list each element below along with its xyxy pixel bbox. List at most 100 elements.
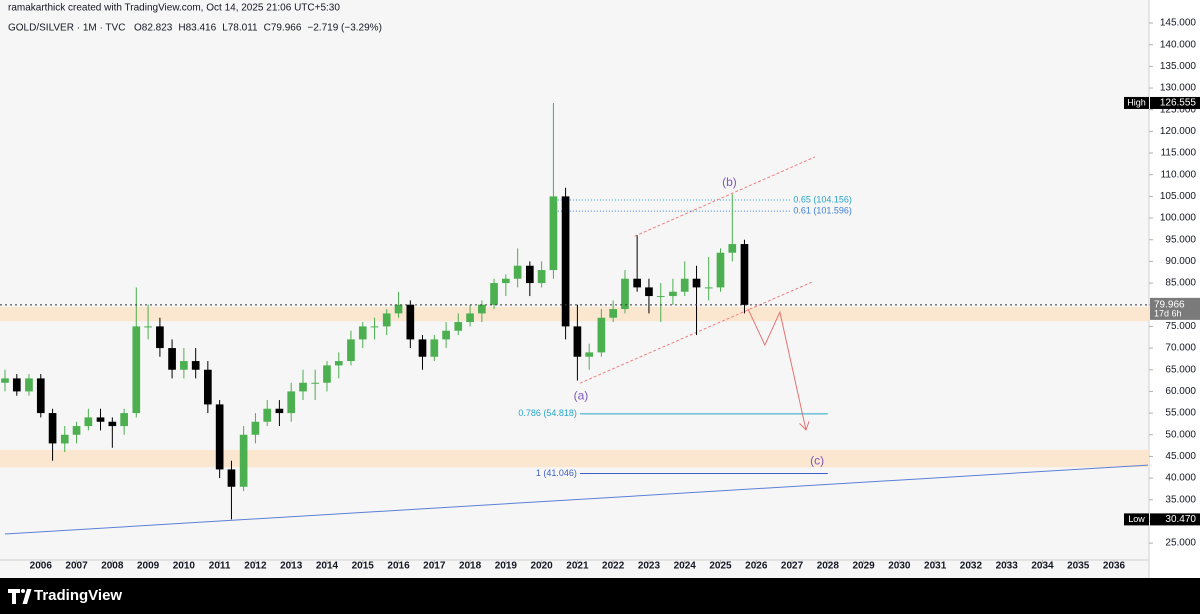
wave-label: (b) — [722, 175, 737, 189]
candle-body — [382, 313, 391, 327]
y-tick-label: 130.000 — [1160, 83, 1197, 94]
countdown-label: 17d 6h — [1154, 308, 1182, 318]
candle-body — [251, 421, 260, 435]
trendline — [634, 156, 816, 237]
low-value-label: 30.470 — [1165, 514, 1196, 525]
wave-label: (c) — [810, 453, 824, 467]
low-value-box — [1150, 513, 1200, 526]
y-tick-label: 70.000 — [1165, 343, 1196, 354]
x-tick-label: 2006 — [30, 561, 53, 572]
ohlc-legend: C79.966 — [264, 23, 302, 34]
last-price-label: 79.966 — [1154, 300, 1185, 311]
trendline — [747, 308, 806, 430]
x-tick-label: 2013 — [280, 561, 303, 572]
y-tick-label: 35.000 — [1165, 494, 1196, 505]
candle-body — [549, 196, 558, 271]
ohlc-legend: L78.011 — [222, 23, 258, 34]
x-tick-label: 2016 — [387, 561, 410, 572]
candle-body — [370, 326, 379, 328]
trendline — [579, 281, 812, 384]
candle-body — [215, 404, 224, 470]
candle-body — [12, 378, 21, 392]
candle-body — [144, 326, 152, 328]
y-tick-label: 75.000 — [1165, 321, 1196, 332]
high-tag: High — [1127, 97, 1146, 107]
candle-body — [537, 270, 546, 284]
y-tick-label: 125.000 — [1160, 104, 1197, 115]
candle-body — [1, 378, 9, 383]
candle-body — [609, 309, 618, 318]
x-tick-label: 2035 — [1067, 561, 1090, 572]
x-tick-label: 2017 — [423, 561, 446, 572]
candle-body — [478, 304, 486, 314]
y-tick-label: 110.000 — [1161, 169, 1197, 180]
x-tick-label: 2028 — [817, 561, 840, 572]
y-tick-label: 140.000 — [1160, 39, 1197, 50]
candle-body — [716, 252, 725, 288]
candle-body — [180, 361, 188, 370]
x-tick-label: 2008 — [101, 561, 124, 572]
candle-body — [645, 287, 653, 297]
candle-body — [96, 417, 105, 422]
candle-body — [561, 196, 570, 327]
candle-body — [573, 326, 582, 357]
x-tick-label: 2019 — [495, 561, 518, 572]
candle-body — [513, 265, 522, 279]
x-tick-label: 2031 — [924, 561, 947, 572]
x-tick-label: 2025 — [709, 561, 732, 572]
y-tick-label: 40.000 — [1165, 473, 1196, 484]
y-tick-label: 25.000 — [1165, 538, 1196, 549]
y-tick-label: 145.000 — [1160, 18, 1197, 29]
low-tag-box — [1124, 513, 1149, 526]
candle-body — [168, 348, 176, 370]
candle-body — [704, 287, 713, 289]
candle-body — [669, 291, 677, 297]
x-tick-label: 2014 — [316, 561, 339, 572]
candle-body — [311, 382, 320, 384]
high-value-box — [1150, 96, 1200, 109]
candle-body — [334, 361, 343, 366]
x-tick-label: 2029 — [852, 561, 875, 572]
support-zone — [0, 306, 1149, 322]
x-tick-label: 2012 — [244, 561, 267, 572]
candle-body — [490, 283, 498, 305]
logo-mark — [8, 589, 20, 604]
x-tick-label: 2033 — [996, 561, 1019, 572]
x-tick-label: 2020 — [530, 561, 553, 572]
candle-body — [48, 413, 57, 444]
y-tick-label: 45.000 — [1165, 451, 1196, 462]
candle-body — [680, 278, 689, 292]
wave-label: (a) — [574, 388, 589, 402]
y-tick-label: 65.000 — [1165, 364, 1196, 375]
fib-label: 0.786 (54.818) — [518, 408, 577, 418]
chart-background — [0, 0, 1200, 578]
x-tick-label: 2026 — [745, 561, 768, 572]
ohlc-legend: −2.719 (−3.29%) — [307, 23, 382, 34]
x-tick-label: 2034 — [1031, 561, 1054, 572]
x-tick-label: 2032 — [960, 561, 983, 572]
candle-body — [597, 317, 606, 353]
x-tick-label: 2007 — [65, 561, 88, 572]
x-tick-label: 2027 — [781, 561, 804, 572]
x-tick-label: 2011 — [209, 561, 231, 572]
candle-body — [263, 408, 272, 422]
candle-body — [347, 339, 355, 362]
y-tick-label: 120.000 — [1160, 126, 1197, 137]
y-tick-label: 50.000 — [1165, 429, 1196, 440]
x-tick-label: 2036 — [1103, 561, 1126, 572]
candle-body — [502, 278, 510, 284]
candle-body — [692, 278, 701, 288]
candle-body — [525, 265, 534, 284]
price-axis-background — [1149, 0, 1200, 578]
candle-body — [36, 378, 45, 414]
x-tick-label: 2009 — [137, 561, 160, 572]
y-tick-label: 115.000 — [1161, 148, 1197, 159]
brand-logo — [8, 589, 32, 604]
candle-body — [108, 421, 117, 427]
x-tick-label: 2021 — [566, 561, 589, 572]
candle-body — [120, 413, 128, 427]
candle-body — [25, 378, 33, 392]
support-zone — [0, 449, 1149, 468]
